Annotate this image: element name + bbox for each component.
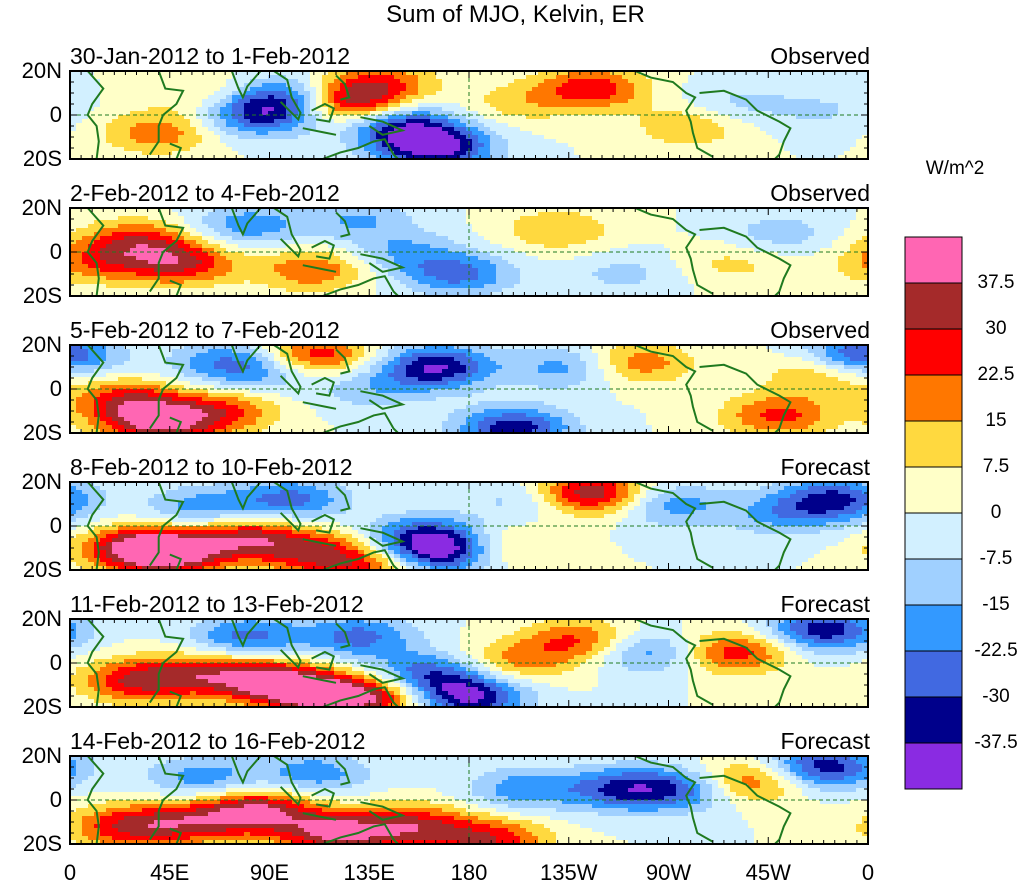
map-panel-4 — [69, 481, 869, 571]
latitude-tick-label: 20N — [21, 743, 62, 768]
longitude-tick-label: 90E — [249, 860, 290, 885]
coastlines — [86, 481, 792, 571]
panel-kind-label: Observed — [770, 317, 870, 343]
map-panel-1 — [69, 70, 869, 160]
colorbar-swatch — [904, 558, 963, 606]
latitude-tick-label: 0 — [49, 376, 62, 401]
colorbar-tick-label: 30 — [985, 318, 1007, 339]
colorbar-swatch — [904, 650, 963, 698]
latitude-tick-label: 20N — [21, 606, 62, 631]
panel-period-label: 2-Feb-2012 to 4-Feb-2012 — [70, 180, 340, 206]
latitude-tick-label: 0 — [49, 787, 62, 812]
panel-period-label: 14-Feb-2012 to 16-Feb-2012 — [70, 728, 366, 754]
panel-period-label: 11-Feb-2012 to 13-Feb-2012 — [70, 591, 364, 617]
panel-kind-label: Forecast — [780, 591, 870, 617]
latitude-tick-label: 20S — [22, 831, 62, 856]
longitude-tick-label: 45W — [745, 860, 791, 885]
coastlines — [86, 70, 792, 160]
map-panel-5 — [69, 618, 869, 708]
colorbar-swatch — [904, 466, 963, 514]
colorbar-swatch — [904, 236, 963, 284]
latitude-tick-label: 20N — [21, 58, 62, 83]
colorbar-tick-label: -15 — [982, 594, 1010, 615]
latitude-tick-label: 20S — [22, 694, 62, 719]
panel-period-label: 8-Feb-2012 to 10-Feb-2012 — [70, 454, 353, 480]
colorbar-tick-label: 7.5 — [982, 456, 1010, 477]
panel-period-label: 30-Jan-2012 to 1-Feb-2012 — [70, 43, 351, 69]
map-panel-2 — [69, 207, 869, 297]
latitude-tick-label: 20N — [21, 332, 62, 357]
latitude-tick-label: 20S — [22, 283, 62, 308]
longitude-tick-label: 45E — [150, 860, 190, 885]
colorbar-swatch — [904, 420, 963, 468]
colorbar-swatch — [904, 742, 963, 790]
longitude-tick-label: 0 — [861, 860, 875, 885]
panel-period-label: 5-Feb-2012 to 7-Feb-2012 — [70, 317, 340, 343]
latitude-tick-label: 20N — [21, 195, 62, 220]
olr-anomaly-field — [70, 619, 869, 708]
longitude-tick-label: 90W — [645, 860, 692, 885]
colorbar-swatch — [904, 512, 963, 560]
latitude-tick-label: 20N — [21, 469, 62, 494]
colorbar-swatch — [904, 696, 963, 744]
colorbar-tick-label: 15 — [985, 410, 1007, 431]
latitude-tick-label: 0 — [49, 650, 62, 675]
colorbar-swatch — [904, 328, 963, 376]
colorbar-tick-label: -37.5 — [974, 732, 1018, 753]
colorbar-units: W/m^2 — [925, 158, 985, 179]
colorbar-tick-label: -30 — [982, 686, 1010, 707]
olr-anomaly-field — [70, 71, 869, 160]
panel-kind-label: Observed — [770, 43, 870, 69]
panel-kind-label: Observed — [770, 180, 870, 206]
latitude-tick-label: 0 — [49, 239, 62, 264]
longitude-tick-label: 180 — [450, 860, 488, 885]
map-panel-6 — [69, 755, 869, 845]
panel-kind-label: Forecast — [780, 728, 870, 754]
figure-title: Sum of MJO, Kelvin, ER — [386, 1, 645, 28]
colorbar-swatch — [904, 604, 963, 652]
colorbar-tick-label: 37.5 — [977, 272, 1015, 293]
longitude-tick-label: 0 — [63, 860, 77, 885]
olr-anomaly-field — [70, 756, 869, 845]
longitude-tick-label: 135E — [343, 860, 395, 885]
latitude-tick-label: 20S — [22, 420, 62, 445]
colorbar-swatch — [904, 282, 963, 330]
latitude-tick-label: 0 — [49, 513, 62, 538]
colorbar-tick-label: -7.5 — [979, 548, 1013, 569]
latitude-tick-label: 20S — [22, 146, 62, 171]
colorbar-tick-label: 0 — [990, 502, 1002, 523]
longitude-tick-label: 135W — [540, 860, 598, 885]
coastlines — [86, 618, 792, 708]
latitude-tick-label: 20S — [22, 557, 62, 582]
colorbar-tick-label: 22.5 — [977, 364, 1015, 385]
colorbar-tick-label: -22.5 — [974, 640, 1018, 661]
coastlines — [86, 755, 792, 845]
colorbar-swatch — [904, 374, 963, 422]
map-panel-3 — [69, 344, 869, 434]
panel-kind-label: Forecast — [780, 454, 870, 480]
latitude-tick-label: 0 — [49, 102, 62, 127]
